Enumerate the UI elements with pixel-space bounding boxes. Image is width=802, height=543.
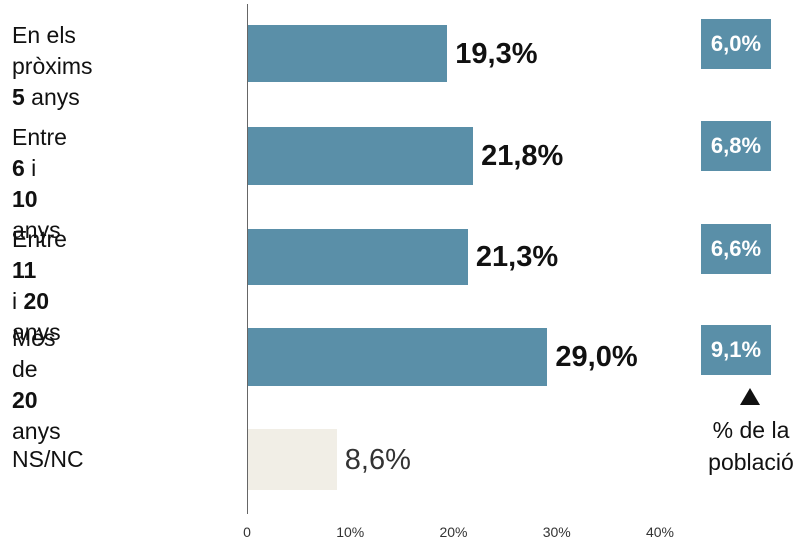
tick-label: 10% (336, 524, 365, 540)
tick-label: 0 (243, 524, 251, 540)
population-box: 6,0% (701, 19, 771, 69)
category-label: Entre 11 i 20 anys (12, 226, 67, 345)
category-label: En els pròxims 5 anys (12, 22, 93, 110)
bar (248, 25, 448, 82)
tick-label: 40% (645, 524, 675, 540)
population-note: % de la població (708, 417, 794, 475)
category-label: Entre 6 i 10 anys (12, 124, 67, 243)
bar (248, 328, 548, 386)
y-axis-line (247, 4, 248, 514)
category-label: NS/NC (12, 446, 84, 472)
bar (248, 429, 337, 490)
population-box: 6,8% (701, 121, 771, 171)
up-arrow-icon (740, 388, 760, 405)
category-label: Més de 20 anys (12, 325, 61, 444)
bar (248, 229, 468, 285)
data-label: 21,8% (481, 140, 564, 172)
data-label: 29,0% (555, 341, 638, 373)
tick-label: 20% (439, 524, 468, 540)
data-label: 8,6% (344, 443, 411, 476)
data-label: 19,3% (455, 37, 538, 70)
data-label: 21,3% (475, 241, 559, 273)
population-box: 9,1% (701, 325, 771, 375)
tick-label: 30% (542, 524, 571, 540)
bar (248, 127, 474, 185)
population-box: 6,6% (701, 224, 771, 274)
